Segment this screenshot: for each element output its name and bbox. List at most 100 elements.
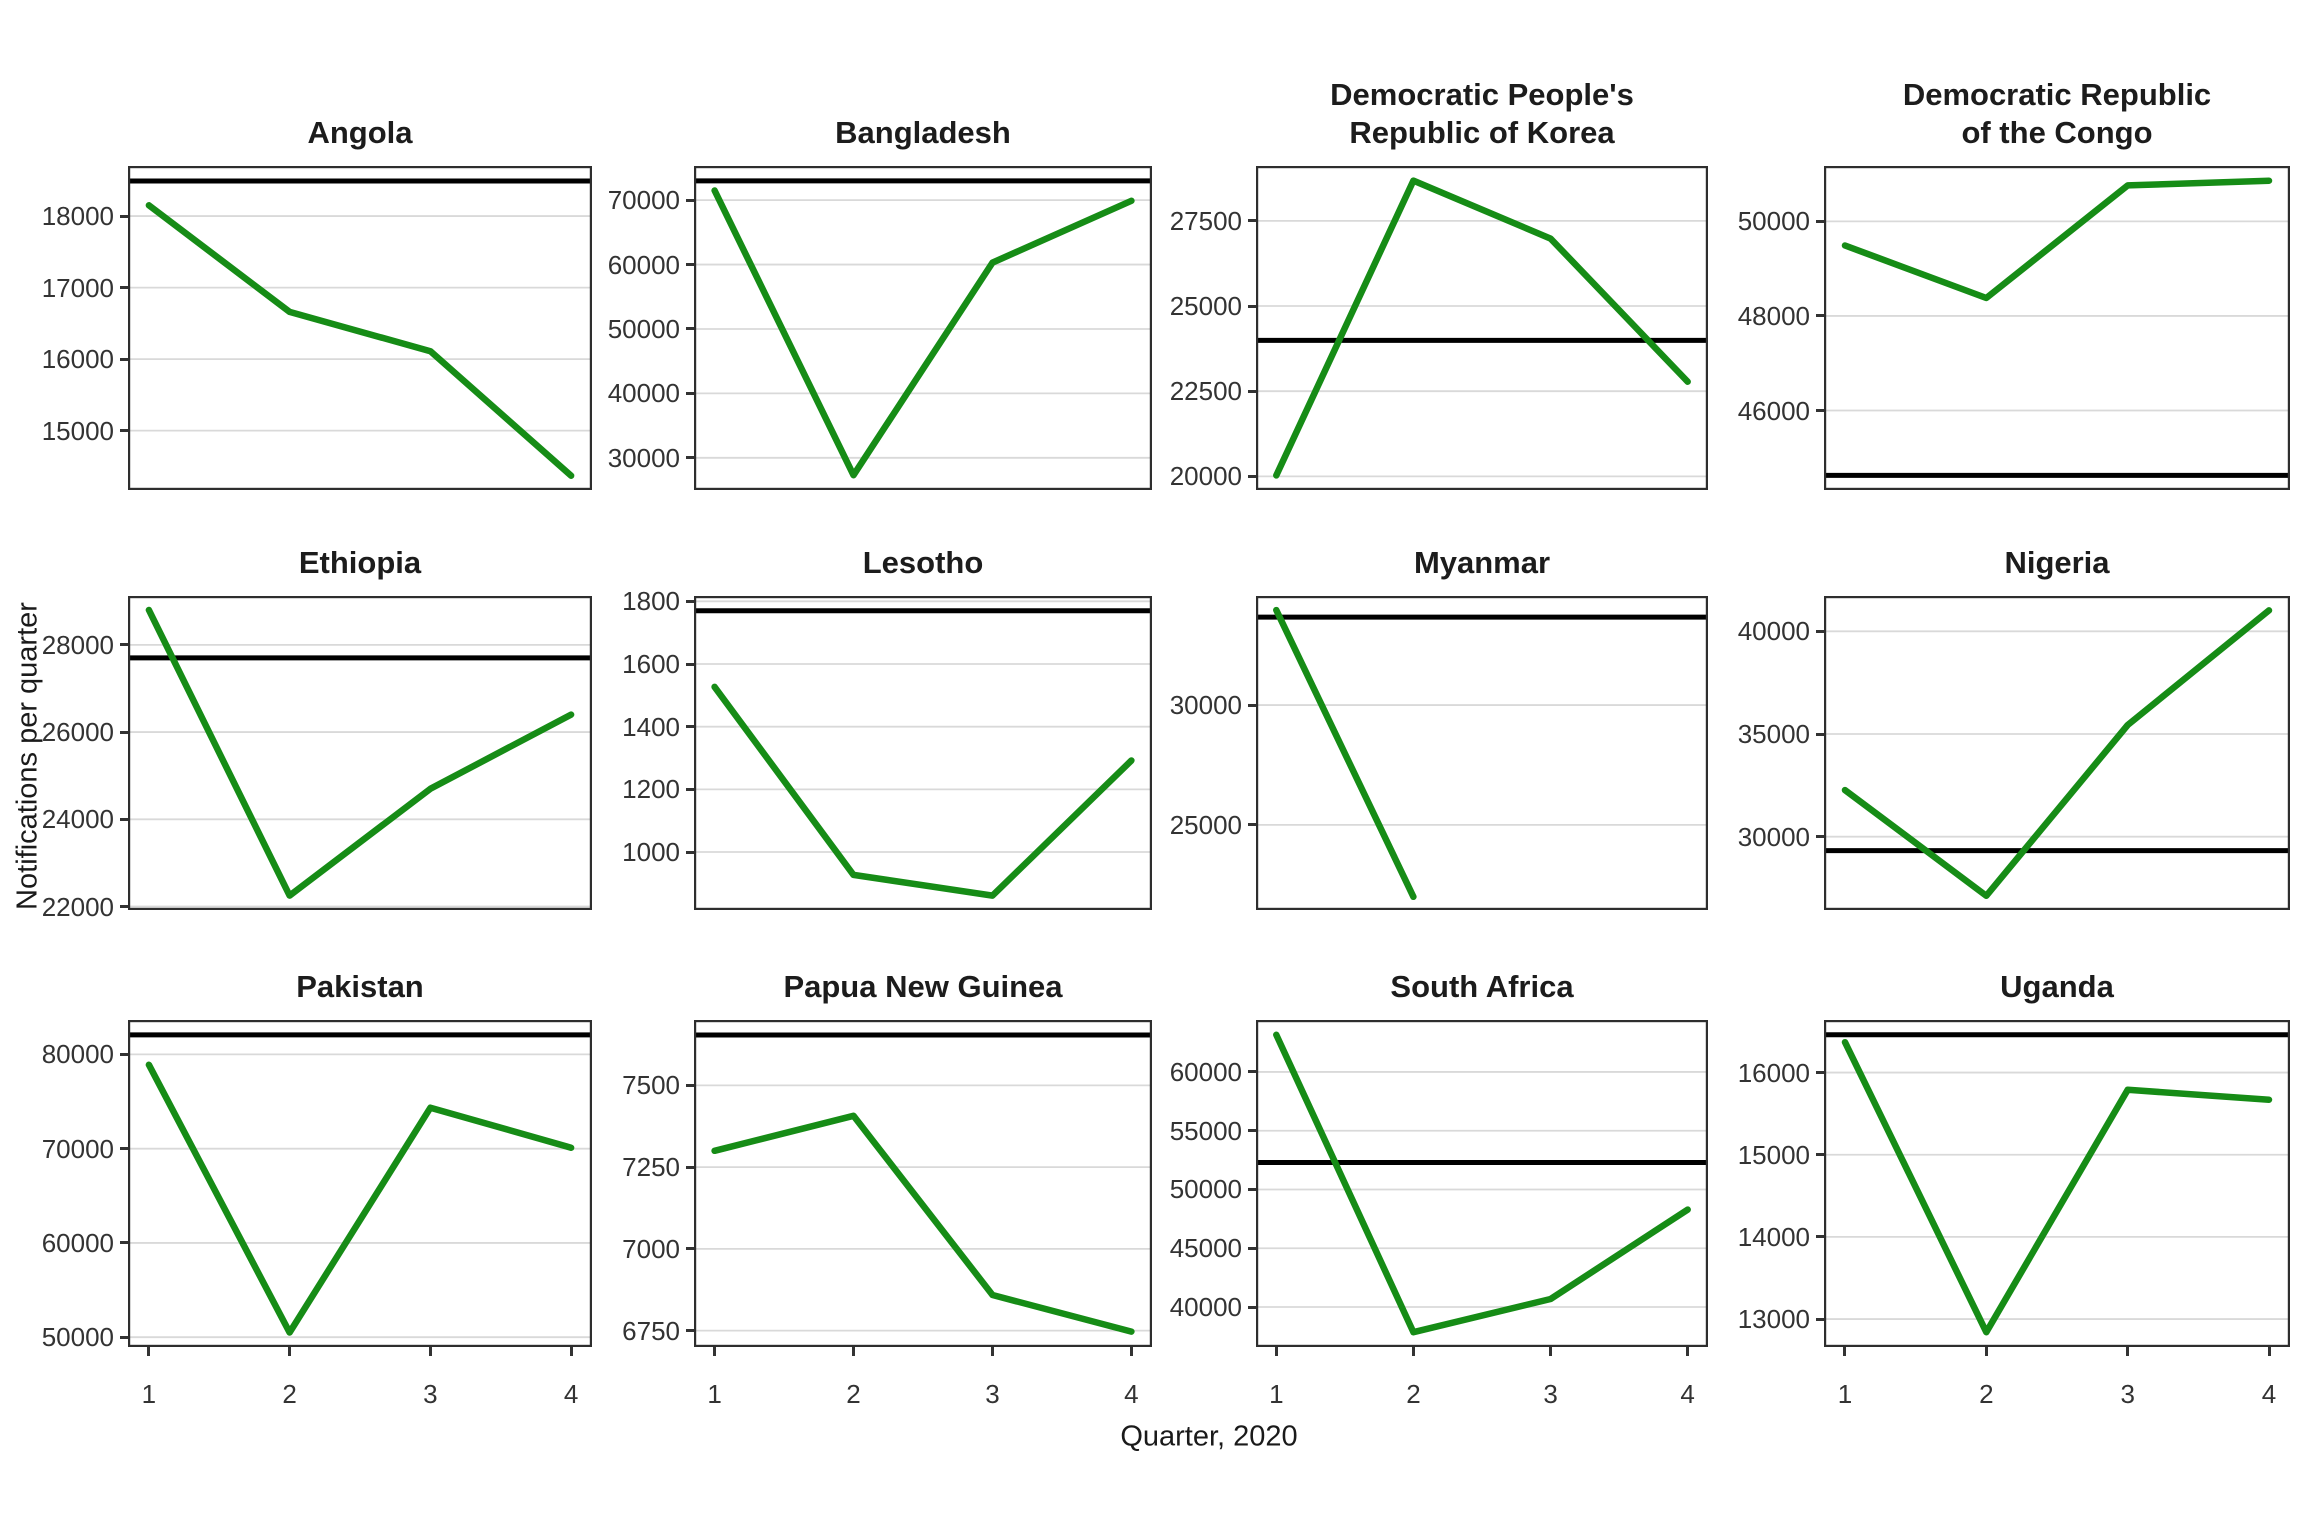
x-tick-label: 3	[2120, 1379, 2135, 1409]
y-tick-mark	[120, 643, 128, 647]
y-tick-mark	[120, 1052, 128, 1056]
y-tick-mark	[686, 263, 694, 267]
facet-plot-lesotho	[694, 596, 1152, 910]
y-tick-mark	[120, 214, 128, 218]
y-tick-label: 15000	[41, 415, 114, 446]
x-tick-label: 3	[1543, 1379, 1558, 1409]
facet-plot-nigeria	[1824, 596, 2290, 910]
facet-title-line: Uganda	[2000, 969, 2114, 1004]
y-tick-label: 30000	[607, 442, 680, 473]
facet-plot-uganda	[1824, 1020, 2290, 1347]
y-tick-label: 55000	[1169, 1115, 1242, 1146]
y-tick-label: 14000	[1737, 1221, 1810, 1252]
facet-title-line: Pakistan	[296, 969, 424, 1004]
x-tick-label: 1	[1837, 1379, 1853, 1409]
y-tick-label: 20000	[1169, 461, 1242, 492]
y-tick-label: 40000	[1737, 616, 1810, 647]
facet-title-line: Republic of Korea	[1349, 115, 1615, 150]
y-tick-label: 22000	[41, 891, 114, 922]
x-tick-label: 3	[423, 1379, 438, 1409]
y-tick-label: 40000	[1169, 1292, 1242, 1323]
x-tick-mark	[428, 1347, 432, 1356]
y-tick-label: 45000	[1169, 1233, 1242, 1264]
x-tick-mark	[288, 1347, 292, 1356]
facet-title-line: Angola	[307, 115, 413, 150]
trend-line	[711, 187, 1135, 479]
y-tick-label: 80000	[41, 1039, 114, 1070]
panel-border	[128, 596, 592, 910]
facet-title-line: Democratic People's	[1330, 77, 1634, 112]
y-tick-label: 46000	[1737, 395, 1810, 426]
facet-plot-democratic-people-s-republic-of-korea	[1256, 166, 1708, 490]
facet-title-angola: Angola	[128, 56, 592, 152]
y-tick-mark	[1248, 389, 1256, 393]
panel-border	[1256, 166, 1708, 490]
panel-border	[1824, 596, 2290, 910]
x-tick-label: 4	[1680, 1379, 1695, 1409]
x-tick-label: 2	[846, 1379, 861, 1409]
y-tick-mark	[1248, 304, 1256, 308]
facet-title-line: of the Congo	[1961, 115, 2153, 150]
panel-border	[128, 1020, 592, 1347]
y-tick-mark	[686, 391, 694, 395]
y-tick-mark	[686, 850, 694, 854]
y-tick-mark	[1816, 835, 1824, 839]
y-tick-mark	[120, 730, 128, 734]
facet-title-line: Bangladesh	[835, 115, 1011, 150]
y-tick-mark	[120, 905, 128, 908]
y-tick-label: 27500	[1169, 205, 1242, 236]
facet-plot-south-africa	[1256, 1020, 1708, 1347]
facet-plot-bangladesh	[694, 166, 1152, 490]
facet-title-line: Myanmar	[1413, 545, 1551, 580]
x-tick-mark	[713, 1347, 717, 1356]
y-tick-mark	[1248, 219, 1256, 223]
y-tick-mark	[120, 1241, 128, 1245]
x-tick-mark	[990, 1347, 994, 1356]
y-tick-mark	[1248, 1305, 1256, 1309]
y-tick-label: 50000	[607, 313, 680, 344]
panel-border	[1256, 1020, 1708, 1347]
y-tick-label: 16000	[1737, 1057, 1810, 1088]
y-tick-label: 30000	[1737, 821, 1810, 852]
panel-border	[1824, 166, 2290, 490]
y-tick-label: 48000	[1737, 300, 1810, 331]
x-tick-mark	[1129, 1347, 1133, 1356]
y-tick-mark	[1816, 1235, 1824, 1239]
y-tick-label: 50000	[41, 1322, 114, 1353]
facet-title-lesotho: Lesotho	[694, 486, 1152, 582]
y-tick-mark	[120, 1147, 128, 1151]
y-tick-mark	[120, 817, 128, 821]
y-tick-label: 1400	[622, 711, 680, 742]
x-tick-label: 3	[985, 1379, 1000, 1409]
y-tick-label: 22500	[1169, 376, 1242, 407]
trend-line	[1841, 607, 2273, 900]
facet-title-line: Democratic Republic	[1902, 77, 2212, 112]
y-tick-mark	[1816, 1317, 1824, 1321]
y-tick-mark	[120, 286, 128, 290]
y-tick-mark	[1248, 1129, 1256, 1133]
facet-title-ethiopia: Ethiopia	[128, 486, 592, 582]
x-tick-mark	[2126, 1347, 2130, 1356]
y-tick-label: 25000	[1169, 291, 1242, 322]
y-tick-label: 6750	[622, 1315, 680, 1346]
x-tick-mark	[1843, 1347, 1847, 1356]
y-tick-mark	[1248, 1070, 1256, 1074]
y-tick-label: 1600	[622, 649, 680, 679]
facet-title-line: Nigeria	[2004, 545, 2110, 580]
x-tick-label: 1	[707, 1379, 722, 1409]
x-tick-mark	[1411, 1347, 1415, 1356]
facet-title-pakistan: Pakistan	[128, 910, 592, 1006]
x-tick-label: 4	[563, 1379, 579, 1409]
panel-border	[694, 166, 1152, 490]
x-tick-label: 2	[282, 1379, 297, 1409]
facet-plot-angola	[128, 166, 592, 490]
panel-border	[694, 596, 1152, 910]
y-tick-label: 28000	[41, 629, 114, 660]
facet-plot-ethiopia	[128, 596, 592, 910]
trend-line	[1841, 177, 2273, 302]
y-tick-mark	[686, 787, 694, 791]
y-tick-label: 35000	[1737, 719, 1810, 749]
y-tick-label: 7500	[622, 1070, 680, 1101]
y-tick-label: 70000	[607, 185, 680, 216]
facet-title-nigeria: Nigeria	[1824, 486, 2290, 582]
